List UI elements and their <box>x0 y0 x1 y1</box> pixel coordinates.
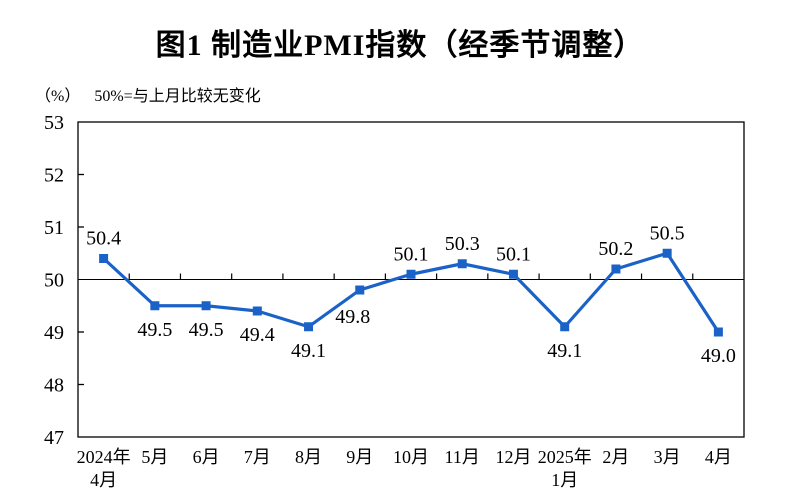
data-point-label: 49.5 <box>189 319 224 341</box>
x-axis-category-label: 10月 <box>393 447 429 467</box>
x-axis-category-label: 5月 <box>141 447 168 467</box>
x-axis-category-label: 12月 <box>495 447 531 467</box>
data-point-label: 49.1 <box>547 340 582 362</box>
data-point-label: 49.8 <box>335 306 370 328</box>
data-point-marker <box>662 248 672 258</box>
data-point-marker <box>508 269 518 279</box>
data-point-label: 50.1 <box>496 243 531 265</box>
y-axis-tick-label: 47 <box>44 427 64 449</box>
y-axis-tick-label: 52 <box>44 165 64 187</box>
data-point-label: 50.1 <box>394 243 429 265</box>
data-point-label: 50.2 <box>598 238 633 260</box>
data-point-label: 50.5 <box>650 222 685 244</box>
x-axis-category-label: 3月 <box>654 447 681 467</box>
x-axis-category-label: 6月 <box>193 447 220 467</box>
data-point-marker <box>252 306 262 316</box>
data-point-marker <box>611 264 621 274</box>
y-axis-tick-label: 49 <box>44 322 64 344</box>
y-axis-unit-label: （%） <box>35 88 81 105</box>
data-point-marker <box>560 322 570 332</box>
x-axis-category-label: 2024年 4月 <box>77 447 131 490</box>
x-axis-category-label: 8月 <box>295 447 322 467</box>
x-axis-category-label: 2月 <box>602 447 629 467</box>
y-axis-tick-label: 53 <box>44 112 64 134</box>
x-axis-category-label: 7月 <box>244 447 271 467</box>
chart-subtitle: （%） 50%=与上月比较无变化 <box>35 82 261 106</box>
data-point-label: 50.4 <box>86 228 121 250</box>
data-point-marker <box>304 322 314 332</box>
chart-title: 图1 制造业PMI指数（经季节调整） <box>155 29 645 62</box>
x-axis-category-label: 4月 <box>705 447 732 467</box>
data-point-marker <box>355 285 365 295</box>
data-point-label: 49.4 <box>240 324 275 346</box>
data-point-marker <box>201 301 211 311</box>
data-point-marker <box>150 301 160 311</box>
y-axis-tick-label: 50 <box>44 270 64 292</box>
data-point-label: 50.3 <box>445 233 480 255</box>
y-axis-tick-label: 51 <box>44 217 64 239</box>
data-point-label: 49.0 <box>701 345 736 367</box>
x-axis-category-label: 9月 <box>346 447 373 467</box>
y-axis-tick-label: 48 <box>44 375 64 397</box>
reference-note-label: 50%=与上月比较无变化 <box>94 88 261 105</box>
data-point-marker <box>99 254 109 263</box>
x-axis-category-label: 2025年 1月 <box>538 447 592 490</box>
data-point-marker <box>406 269 416 279</box>
data-point-label: 49.5 <box>137 319 172 341</box>
data-point-label: 49.1 <box>291 340 326 362</box>
data-point-marker <box>457 259 467 269</box>
x-axis-category-label: 11月 <box>445 447 480 467</box>
data-point-marker <box>713 327 723 337</box>
